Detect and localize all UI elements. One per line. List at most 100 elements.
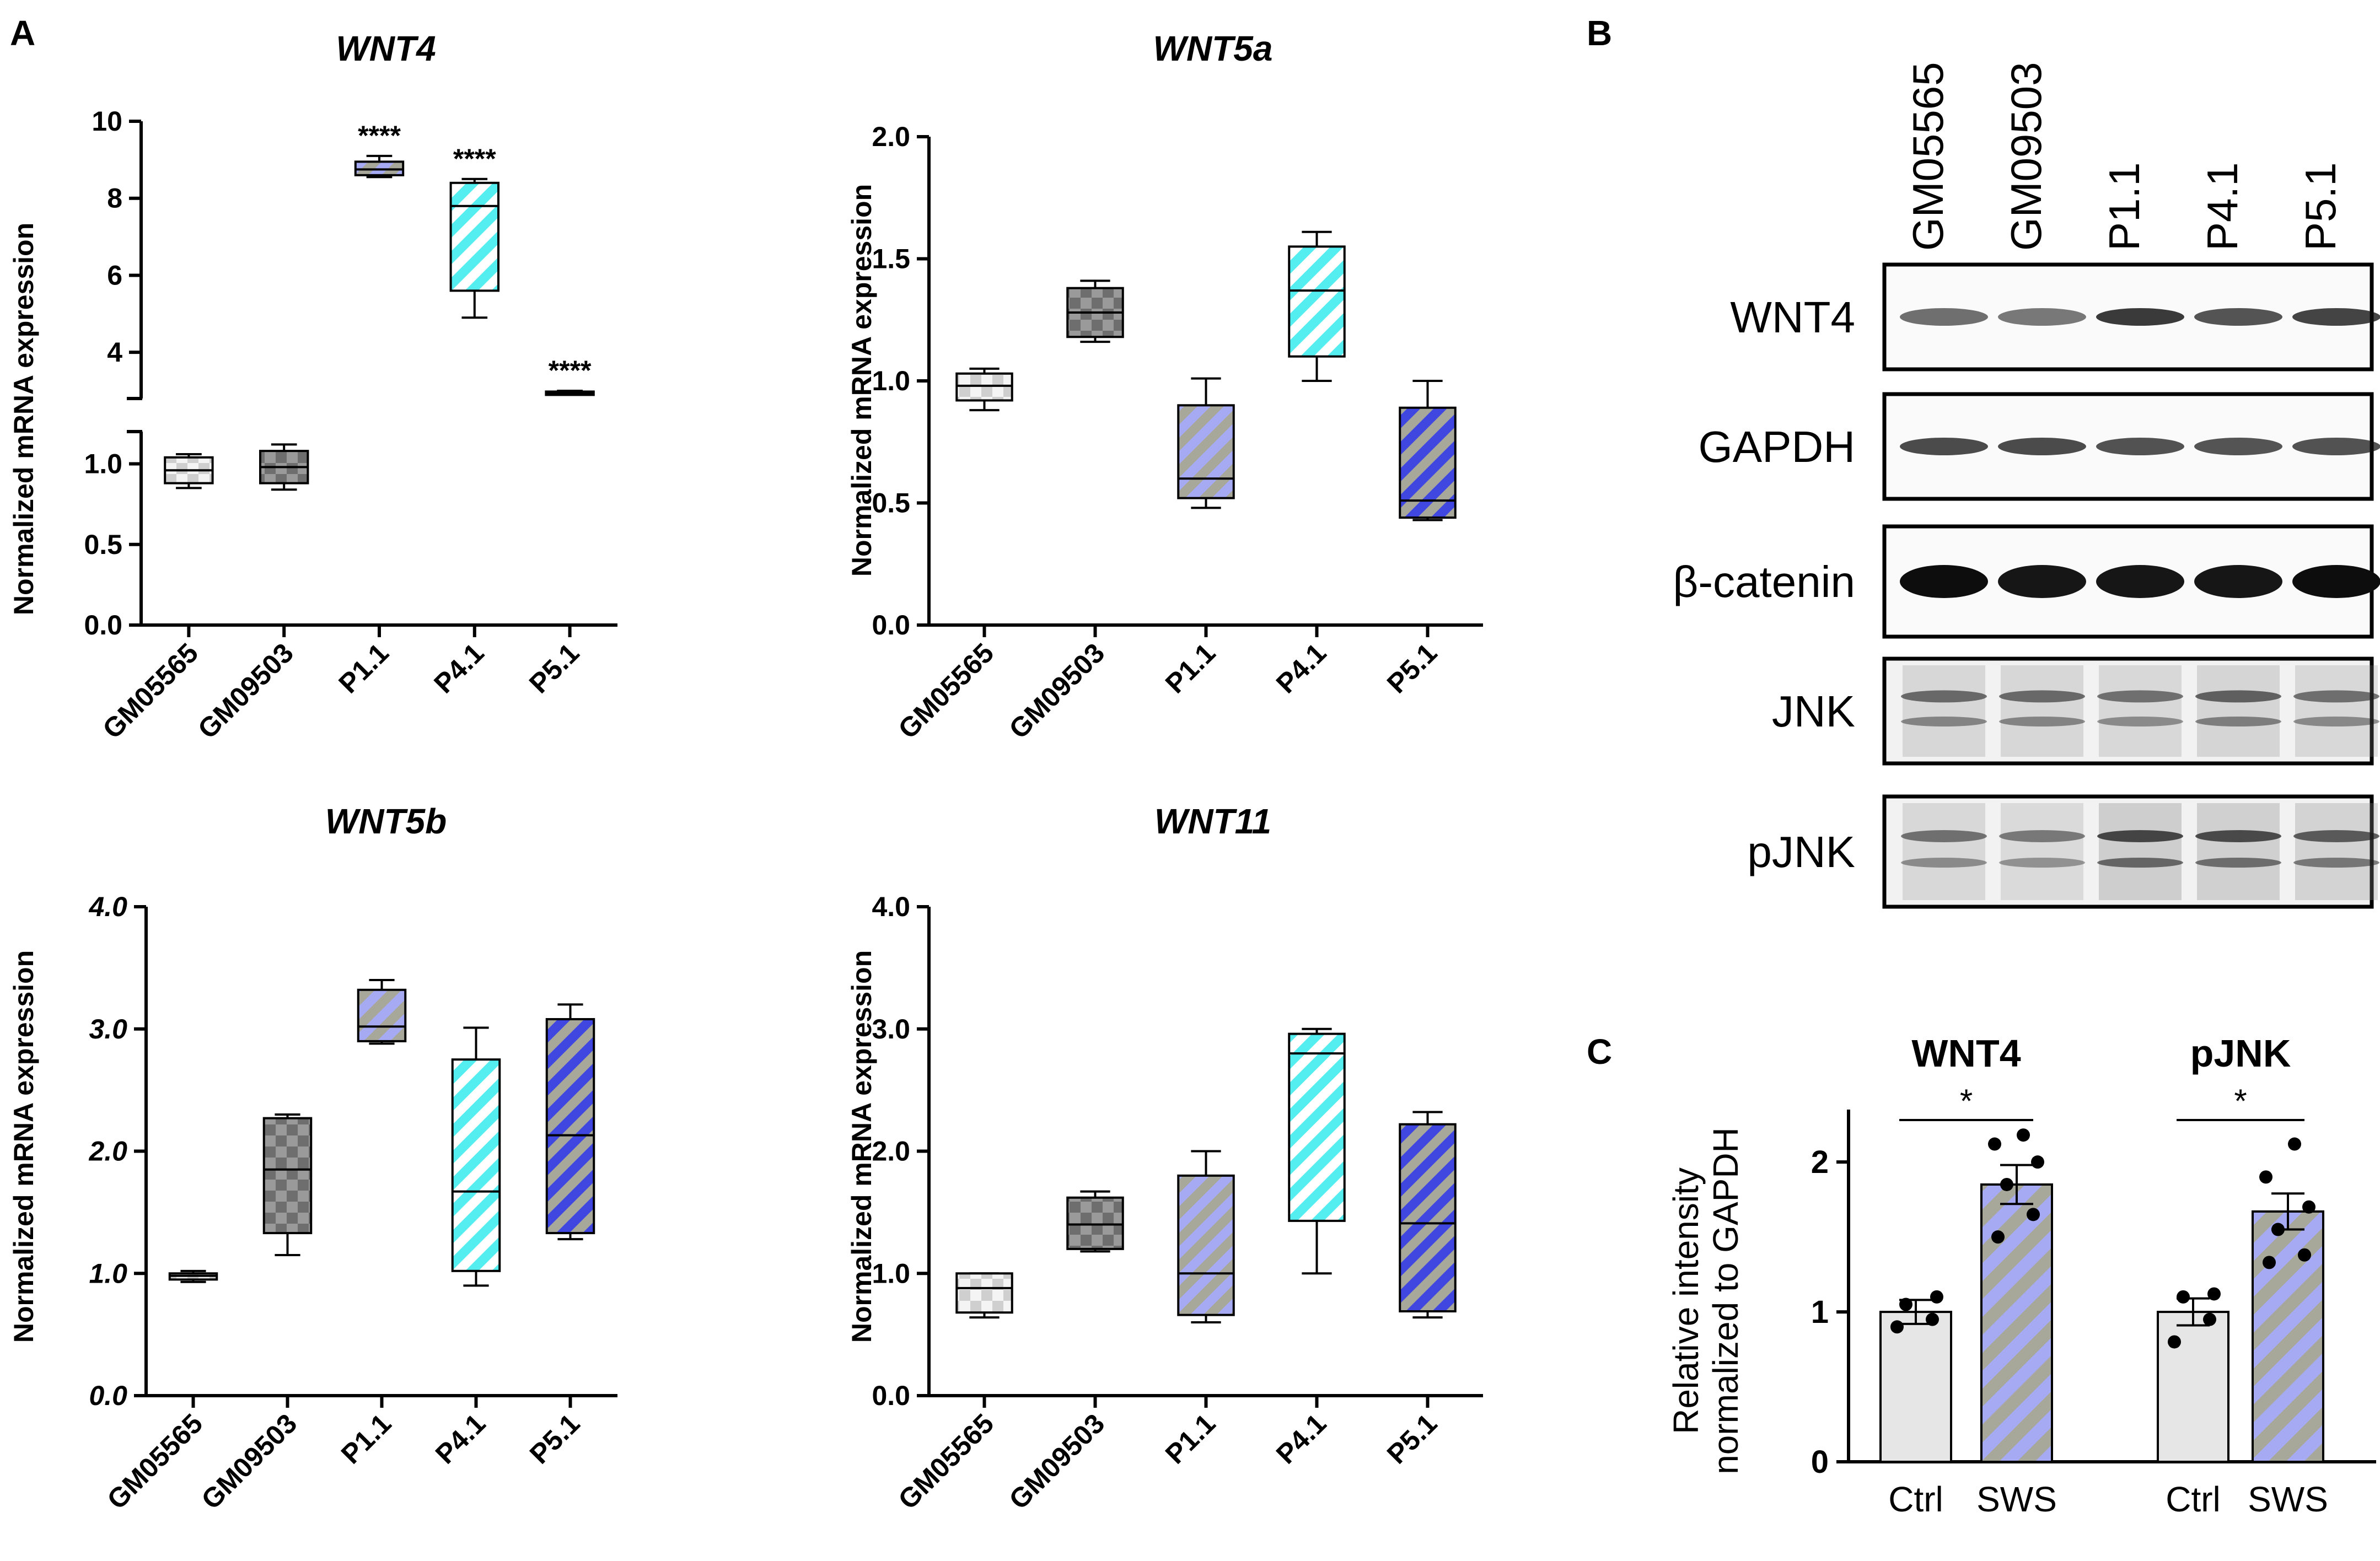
blot-smear <box>2001 803 2083 900</box>
blot-smear <box>1903 665 1985 757</box>
blot-lane-label: P5.1 <box>2296 163 2345 251</box>
x-tick-label: P1.1 <box>1159 637 1221 699</box>
panel-label-c: C <box>1587 1032 1612 1072</box>
data-point <box>2302 1201 2315 1214</box>
quantification-bar-chart: 0 1 2 Relative intensity normalized to GAPDH… <box>1666 1032 2376 1519</box>
y-tick-label: 2.0 <box>872 1136 910 1167</box>
blot-band <box>1998 565 2086 598</box>
box-P4.1 <box>451 179 498 318</box>
blot-smear <box>2295 803 2378 900</box>
blot-smear <box>2197 803 2280 900</box>
blot-band <box>1999 858 2085 868</box>
figure-canvas: A B C WNT4Normalized mRNA expression0.00… <box>0 0 2380 1561</box>
x-tick-label: P5.1 <box>523 637 585 699</box>
y-tick-label: 0.5 <box>872 488 910 519</box>
box-GM05565 <box>957 1273 1012 1317</box>
bar <box>2158 1312 2228 1462</box>
x-tick-label: GM09503 <box>192 637 299 745</box>
y-tick-label: 0.0 <box>872 1380 910 1411</box>
blot-band <box>1999 830 2085 842</box>
y-tick-label: 3.0 <box>872 1014 910 1045</box>
box-P4.1 <box>453 1028 500 1286</box>
y-tick-label: 10 <box>92 106 122 137</box>
data-point <box>2177 1290 2190 1304</box>
blot-band <box>2292 308 2380 326</box>
blot-band <box>2097 717 2183 726</box>
box-P5.1 <box>1400 381 1455 520</box>
blot-band <box>1999 717 2085 726</box>
blot-band <box>1999 690 2085 702</box>
data-point <box>1926 1313 1939 1326</box>
x-tick-label: GM09503 <box>1003 1408 1110 1515</box>
y-tick-label: 4 <box>107 337 122 368</box>
blot-band <box>2293 858 2379 868</box>
group-title: pJNK <box>2190 1032 2291 1075</box>
wnt5b-box-chart: WNT5bNormalized mRNA expression0.01.02.0… <box>8 801 617 1515</box>
blot-row-GAPDH: GAPDH <box>1699 394 2380 499</box>
blot-row-label: GAPDH <box>1699 422 1856 471</box>
x-tick-label: GM09503 <box>195 1408 303 1515</box>
blot-lane-label: P1.1 <box>2100 163 2148 251</box>
box-iqr <box>957 374 1012 401</box>
chart-title: WNT11 <box>1154 801 1271 841</box>
box-iqr <box>547 1019 594 1233</box>
chart-title: WNT5b <box>325 801 447 841</box>
blot-lane-label: P4.1 <box>2198 163 2247 251</box>
x-tick-label: P5.1 <box>524 1408 585 1470</box>
data-point <box>2207 1287 2221 1300</box>
blot-band <box>1901 830 1987 842</box>
blot-row-WNT4: WNT4 <box>1730 265 2380 369</box>
y-axis-label: Normalized mRNA expression <box>8 223 39 615</box>
blot-band <box>2097 830 2183 842</box>
blot-band <box>2293 830 2379 842</box>
y-tick-label: 1.0 <box>89 1258 127 1289</box>
blot-row-β-catenin: β-catenin <box>1673 526 2380 637</box>
y-tick-label: 1.5 <box>872 244 910 274</box>
blot-band <box>1901 858 1987 868</box>
x-tick-label: GM05565 <box>101 1408 208 1515</box>
blot-band <box>1900 565 1988 598</box>
blot-smear <box>1903 803 1985 900</box>
box-P5.1 <box>546 391 593 395</box>
wnt4-box-chart: WNT4 Normalized mRNA expression 0.0 0.5 1.0 4… <box>8 29 617 745</box>
x-tick-label: P1.1 <box>332 637 394 699</box>
data-point <box>1899 1298 1912 1311</box>
y-tick-label: 2 <box>1811 1144 1829 1180</box>
blot-band <box>2292 565 2380 598</box>
chart-title: WNT4 <box>336 29 436 68</box>
box-GM09503 <box>1067 281 1123 342</box>
y-tick-label: 1.0 <box>872 1258 910 1289</box>
box-P1.1 <box>358 980 406 1043</box>
western-blot: GM05565 GM09503 P1.1 P4.1 P5.1 WNT4 GAPDH β-cat… <box>1673 62 2380 907</box>
significance-annotation: **** <box>358 120 401 151</box>
y-axis-label: normalized to GAPDH <box>1706 1127 1745 1474</box>
blot-band <box>2195 858 2281 868</box>
blot-smear <box>2295 665 2378 757</box>
box-GM05565 <box>170 1271 217 1282</box>
blot-band <box>2096 565 2184 598</box>
x-tick-label: Ctrl <box>1888 1479 1943 1519</box>
x-tick-label: SWS <box>2248 1479 2328 1519</box>
box-P4.1 <box>1289 1029 1345 1274</box>
box-GM05565 <box>165 454 212 488</box>
x-tick-label: GM09503 <box>1003 637 1110 745</box>
blot-row-pJNK: pJNK <box>1747 796 2379 907</box>
data-point <box>2298 1248 2311 1262</box>
y-tick-label: 1 <box>1811 1294 1829 1330</box>
box-P4.1 <box>1289 232 1345 381</box>
blot-band <box>2096 308 2184 326</box>
panel-label-a: A <box>10 13 35 53</box>
y-tick-label: 0 <box>1811 1444 1829 1480</box>
blot-band <box>2194 438 2282 455</box>
x-tick-label: P5.1 <box>1381 637 1443 699</box>
blot-band <box>1998 438 2086 455</box>
blot-band <box>2293 717 2379 726</box>
y-tick-label: 0.0 <box>89 1380 127 1411</box>
blot-smear <box>2197 665 2280 757</box>
y-tick-label: 1.0 <box>872 365 910 396</box>
blot-band <box>2195 830 2281 842</box>
x-tick-label: GM05565 <box>892 1408 1000 1515</box>
blot-row-label: WNT4 <box>1730 293 1855 342</box>
significance-annotation: **** <box>549 355 592 386</box>
box-P1.1 <box>356 156 403 177</box>
